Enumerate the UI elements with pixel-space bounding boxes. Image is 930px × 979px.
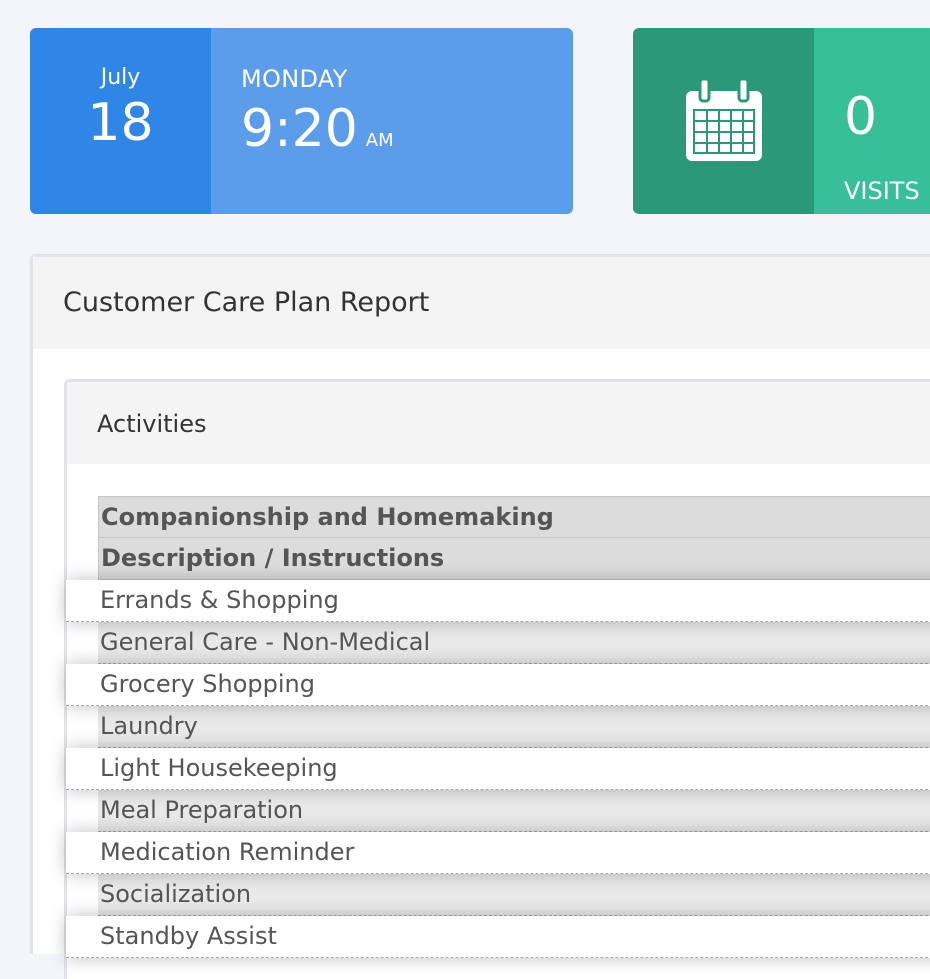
table-row[interactable]: Laundry: [98, 706, 930, 748]
date-day: 18: [87, 93, 154, 153]
date-block: July 18: [30, 28, 211, 214]
table-row[interactable]: Errands & Shopping: [66, 580, 930, 622]
visits-info: 0 VISITS: [814, 28, 930, 214]
activities-header: Activities: [67, 382, 930, 464]
calendar-icon: [685, 79, 762, 161]
activities-table: Companionship and Homemaking Description…: [66, 496, 930, 958]
visits-icon-box: [633, 28, 814, 214]
date-time-card: July 18 MONDAY 9:20 AM: [30, 28, 573, 214]
time-row: 9:20 AM: [241, 100, 573, 158]
date-month: July: [100, 65, 141, 90]
visits-card[interactable]: 0 VISITS: [633, 28, 930, 214]
am-pm: AM: [365, 130, 394, 151]
visits-count: 0: [844, 87, 878, 147]
table-row[interactable]: Socialization: [98, 874, 930, 916]
table-row[interactable]: Grocery Shopping: [66, 664, 930, 706]
panel-header: Customer Care Plan Report: [33, 257, 930, 349]
category-header: Companionship and Homemaking: [98, 496, 930, 538]
table-row[interactable]: General Care - Non-Medical: [98, 622, 930, 664]
table-row[interactable]: Medication Reminder: [66, 832, 930, 874]
time-block: MONDAY 9:20 AM: [211, 28, 573, 214]
table-row[interactable]: Standby Assist: [66, 916, 930, 958]
activities-title: Activities: [97, 410, 207, 438]
table-row[interactable]: Meal Preparation: [98, 790, 930, 832]
current-time: 9:20: [241, 99, 358, 159]
weekday: MONDAY: [241, 65, 348, 93]
visits-label: VISITS: [844, 177, 920, 205]
activities-panel: Activities Companionship and Homemaking …: [64, 379, 930, 979]
column-header: Description / Instructions: [98, 538, 930, 580]
table-row[interactable]: Light Housekeeping: [66, 748, 930, 790]
care-plan-report-panel: Customer Care Plan Report Activities Com…: [30, 254, 930, 979]
panel-title: Customer Care Plan Report: [63, 287, 430, 318]
